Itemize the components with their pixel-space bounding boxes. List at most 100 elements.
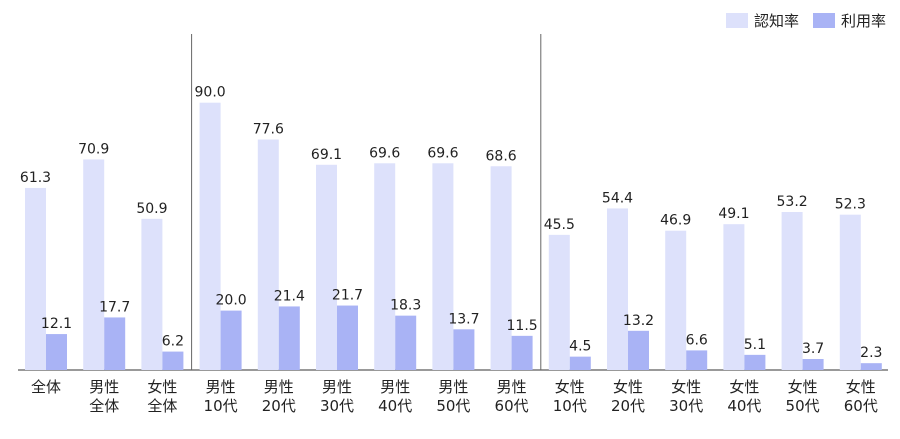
usage-bar-5 bbox=[337, 305, 358, 370]
usage-bar-0 bbox=[46, 334, 67, 370]
category-label-line: 全体 bbox=[31, 378, 61, 396]
category-label-0: 全体 bbox=[31, 378, 61, 396]
usage-value-label-13: 3.7 bbox=[802, 341, 824, 357]
usage-bar-6 bbox=[395, 315, 417, 370]
usage-bar-7 bbox=[453, 329, 475, 370]
awareness-value-label-13: 53.2 bbox=[777, 194, 808, 210]
usage-bar-1 bbox=[104, 317, 126, 370]
usage-value-label-6: 18.3 bbox=[390, 298, 421, 314]
usage-value-label-14: 2.3 bbox=[860, 345, 882, 361]
category-label-5: 男性 30代 bbox=[320, 378, 354, 415]
category-label-line: 男性 bbox=[264, 378, 294, 396]
awareness-value-label-4: 77.6 bbox=[253, 122, 284, 138]
category-label-line: 男性 bbox=[322, 378, 352, 396]
awareness-bar-12 bbox=[723, 224, 745, 370]
usage-value-label-12: 5.1 bbox=[744, 337, 766, 353]
awareness-value-label-2: 50.9 bbox=[136, 201, 167, 217]
awareness-bar-1 bbox=[83, 159, 105, 370]
category-label-line: 全体 bbox=[89, 397, 119, 415]
category-label-line: 20代 bbox=[611, 397, 645, 415]
awareness-value-label-3: 90.0 bbox=[195, 85, 226, 101]
awareness-bar-5 bbox=[316, 164, 337, 370]
category-label-2: 女性全体 bbox=[147, 378, 177, 415]
usage-bar-10 bbox=[628, 330, 649, 370]
awareness-value-label-6: 69.6 bbox=[369, 145, 400, 161]
category-label-line: 女性 bbox=[613, 378, 643, 396]
category-label-8: 男性 60代 bbox=[495, 378, 529, 415]
category-label-line: 60代 bbox=[495, 397, 529, 415]
usage-value-label-9: 4.5 bbox=[569, 339, 591, 355]
awareness-bar-6 bbox=[374, 163, 396, 370]
category-label-line: 女性 bbox=[671, 378, 701, 396]
category-label-10: 女性 20代 bbox=[611, 378, 645, 415]
usage-value-label-4: 21.4 bbox=[274, 288, 305, 304]
usage-bar-12 bbox=[744, 354, 766, 370]
awareness-value-label-9: 45.5 bbox=[544, 217, 575, 233]
usage-bar-13 bbox=[802, 359, 824, 370]
category-label-line: 10代 bbox=[204, 397, 238, 415]
awareness-value-label-14: 52.3 bbox=[835, 197, 866, 213]
awareness-value-label-5: 69.1 bbox=[311, 147, 342, 163]
category-label-line: 男性 bbox=[380, 378, 410, 396]
usage-value-label-8: 11.5 bbox=[507, 318, 538, 334]
category-label-line: 20代 bbox=[262, 397, 296, 415]
category-label-11: 女性 30代 bbox=[669, 378, 703, 415]
category-label-12: 女性 40代 bbox=[727, 378, 761, 415]
usage-value-label-7: 13.7 bbox=[448, 311, 479, 327]
usage-value-label-10: 13.2 bbox=[623, 313, 654, 329]
awareness-value-label-7: 69.6 bbox=[427, 145, 458, 161]
usage-bar-3 bbox=[220, 310, 242, 370]
usage-bar-2 bbox=[162, 351, 184, 370]
legend-swatch-usage bbox=[812, 13, 835, 28]
category-label-line: 女性 bbox=[555, 378, 585, 396]
category-label-line: 40代 bbox=[378, 397, 412, 415]
awareness-bar-10 bbox=[607, 208, 628, 370]
category-label-3: 男性 10代 bbox=[204, 378, 238, 415]
category-label-line: 50代 bbox=[436, 397, 470, 415]
category-label-line: 全体 bbox=[147, 397, 177, 415]
category-label-line: 女性 bbox=[846, 378, 876, 396]
usage-value-label-0: 12.1 bbox=[41, 316, 72, 332]
usage-value-label-2: 6.2 bbox=[162, 334, 184, 350]
usage-bar-8 bbox=[511, 335, 533, 370]
legend-label-awareness: 認知率 bbox=[753, 12, 799, 30]
category-label-4: 男性 20代 bbox=[262, 378, 296, 415]
usage-value-label-11: 6.6 bbox=[686, 332, 708, 348]
category-label-6: 男性 40代 bbox=[378, 378, 412, 415]
awareness-value-label-0: 61.3 bbox=[20, 170, 51, 186]
awareness-bar-0 bbox=[25, 187, 46, 370]
awareness-value-label-8: 68.6 bbox=[486, 148, 517, 164]
category-label-line: 男性 bbox=[438, 378, 468, 396]
awareness-bar-11 bbox=[665, 230, 687, 370]
category-label-7: 男性 50代 bbox=[436, 378, 470, 415]
category-label-line: 60代 bbox=[844, 397, 878, 415]
usage-bar-4 bbox=[278, 306, 300, 370]
awareness-value-label-12: 49.1 bbox=[718, 206, 749, 222]
category-label-line: 男性 bbox=[497, 378, 527, 396]
usage-bar-9 bbox=[569, 356, 591, 370]
legend-item-usage: 利用率 bbox=[812, 10, 886, 31]
usage-bar-14 bbox=[860, 363, 882, 370]
category-label-9: 女性 10代 bbox=[553, 378, 587, 415]
legend-item-awareness: 認知率 bbox=[725, 10, 799, 31]
category-label-line: 50代 bbox=[786, 397, 820, 415]
awareness-bar-8 bbox=[490, 166, 512, 370]
category-label-line: 女性 bbox=[788, 378, 818, 396]
awareness-bar-13 bbox=[781, 211, 803, 370]
category-label-1: 男性全体 bbox=[89, 378, 119, 415]
category-label-line: 男性 bbox=[89, 378, 119, 396]
usage-value-label-3: 20.0 bbox=[216, 293, 247, 309]
usage-value-label-1: 17.7 bbox=[99, 299, 130, 315]
awareness-bar-7 bbox=[432, 163, 454, 370]
awareness-value-label-1: 70.9 bbox=[78, 141, 109, 157]
awareness-value-label-10: 54.4 bbox=[602, 190, 633, 206]
category-label-line: 30代 bbox=[669, 397, 703, 415]
awareness-bar-3 bbox=[199, 102, 221, 370]
awareness-bar-2 bbox=[141, 218, 163, 370]
category-label-line: 40代 bbox=[727, 397, 761, 415]
awareness-value-label-11: 46.9 bbox=[660, 213, 691, 229]
awareness-bar-4 bbox=[257, 139, 279, 370]
category-label-13: 女性 50代 bbox=[786, 378, 820, 415]
legend-swatch-awareness bbox=[725, 13, 748, 28]
